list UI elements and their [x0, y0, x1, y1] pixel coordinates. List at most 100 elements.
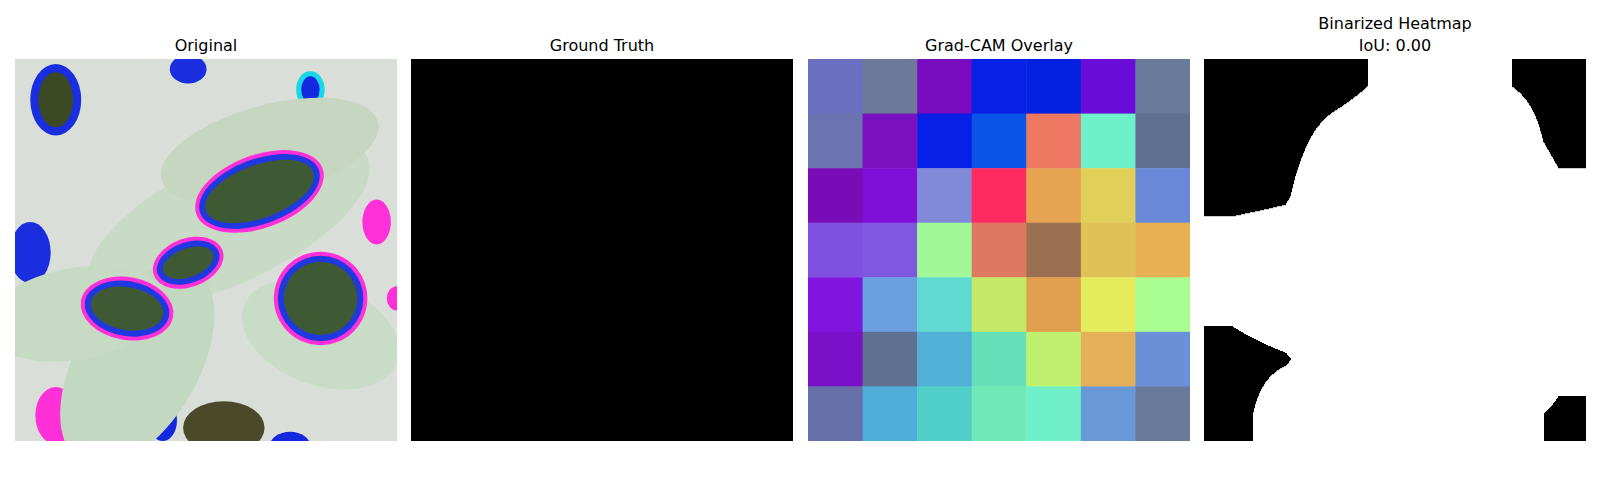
mask-background — [1204, 171, 1297, 172]
heat-cell — [1026, 223, 1081, 278]
mask-background — [1204, 113, 1331, 114]
mask-background — [1543, 138, 1586, 139]
mask-background — [1545, 412, 1586, 413]
mask-background — [1512, 66, 1586, 67]
mask-background — [1527, 101, 1586, 102]
mask-background — [1549, 151, 1586, 152]
mask-background — [1204, 185, 1293, 186]
mask-background — [1204, 412, 1253, 413]
mask-background — [1204, 121, 1322, 122]
mask-background — [1544, 416, 1586, 417]
image-region — [151, 232, 226, 292]
mask-background — [1204, 354, 1287, 355]
mask-background — [1204, 197, 1290, 198]
mask-background — [1204, 408, 1254, 409]
mask-background — [1204, 80, 1368, 81]
mask-background — [1204, 406, 1255, 407]
mask-background — [1204, 370, 1277, 371]
mask-background — [1204, 212, 1250, 213]
heat-cell — [972, 114, 1027, 169]
mask-background — [1204, 435, 1253, 436]
mask-background — [1525, 98, 1586, 99]
mask-background — [1204, 109, 1337, 110]
mask-background — [1540, 129, 1586, 130]
mask-background — [1204, 179, 1295, 180]
mask-background — [1204, 355, 1288, 356]
mask-background — [1554, 402, 1586, 403]
mask-background — [1204, 413, 1253, 414]
image-region — [189, 139, 330, 243]
mask-background — [1204, 382, 1265, 383]
mask-background — [1204, 169, 1298, 170]
mask-background — [1512, 77, 1586, 78]
mask-background — [1544, 434, 1586, 435]
mask-background — [1204, 194, 1291, 195]
mask-background — [1204, 423, 1253, 424]
mask-background — [1204, 71, 1368, 72]
image-region — [38, 72, 73, 127]
mask-background — [1204, 209, 1264, 210]
heat-cell — [972, 277, 1027, 332]
mask-background — [1204, 77, 1368, 78]
mask-background — [1512, 68, 1586, 69]
mask-background — [1512, 84, 1586, 85]
mask-background — [1544, 422, 1586, 423]
mask-background — [1512, 79, 1586, 80]
mask-background — [1204, 95, 1357, 96]
mask-background — [1204, 145, 1307, 146]
mask-background — [1556, 163, 1586, 164]
mask-background — [1534, 113, 1586, 114]
mask-background — [1531, 107, 1586, 108]
figure: OriginalGround TruthGrad-CAM OverlayBina… — [0, 0, 1600, 500]
mask-background — [1204, 213, 1245, 214]
mask-background — [1204, 203, 1286, 204]
mask-background — [1512, 80, 1586, 81]
heat-cell — [917, 277, 972, 332]
heat-cell — [1081, 114, 1136, 169]
mask-background — [1204, 326, 1233, 327]
mask-background — [1204, 67, 1368, 68]
mask-background — [1204, 430, 1253, 431]
mask-background — [1204, 140, 1309, 141]
mask-background — [1204, 175, 1296, 176]
mask-background — [1523, 96, 1586, 97]
mask-background — [1204, 376, 1270, 377]
mask-background — [1556, 399, 1586, 400]
mask-background — [1544, 426, 1586, 427]
heat-cell — [1135, 59, 1190, 114]
mask-background — [1204, 358, 1291, 359]
mask-background — [1204, 146, 1306, 147]
heat-cell — [917, 386, 972, 441]
mask-background — [1204, 374, 1272, 375]
mask-background — [1204, 119, 1324, 120]
mask-background — [1512, 65, 1586, 66]
mask-background — [1544, 432, 1586, 433]
heat-cell — [808, 168, 863, 223]
mask-background — [1533, 111, 1586, 112]
mask-background — [1553, 403, 1586, 404]
mask-background — [1204, 167, 1298, 168]
mask-background — [1204, 173, 1296, 174]
mask-background — [1552, 156, 1586, 157]
mask-background — [1204, 419, 1253, 420]
mask-background — [1517, 90, 1586, 91]
mask-background — [1550, 153, 1586, 154]
mask-background — [1204, 166, 1299, 167]
heat-cell — [1135, 223, 1190, 278]
mask-background — [1204, 69, 1368, 70]
mask-background — [1556, 400, 1586, 401]
heat-cell — [1026, 114, 1081, 169]
mask-background — [1512, 69, 1586, 70]
mask-background — [1204, 426, 1253, 427]
mask-background — [1204, 128, 1316, 129]
image-region — [278, 256, 363, 341]
mask-background — [1204, 101, 1349, 102]
mask-background — [1204, 86, 1367, 87]
mask-background — [1204, 153, 1303, 154]
plot-area — [411, 59, 793, 441]
mask-background — [1204, 440, 1253, 441]
mask-background — [1204, 137, 1311, 138]
mask-background — [1204, 396, 1258, 397]
mask-background — [1546, 411, 1586, 412]
heat-cell — [917, 223, 972, 278]
